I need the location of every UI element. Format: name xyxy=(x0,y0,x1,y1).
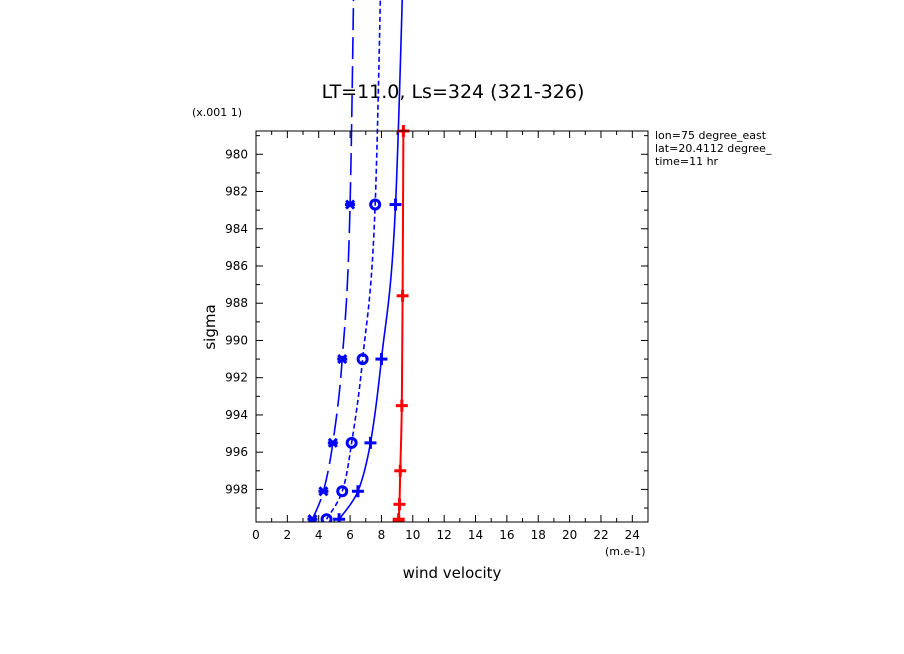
x-tick-label: 0 xyxy=(252,528,260,542)
y-tick-label: 990 xyxy=(225,333,248,347)
y-tick-label: 984 xyxy=(225,222,248,236)
series-line-1 xyxy=(311,0,355,520)
series-line-3 xyxy=(338,0,404,520)
data-point-marker xyxy=(333,513,346,522)
x-axis-label: wind velocity xyxy=(403,564,502,582)
y-tick-label: 980 xyxy=(225,147,248,161)
annotation-lat: lat=20.4112 degree_ xyxy=(655,142,772,155)
x-unit-label: (m.e-1) xyxy=(605,545,646,558)
x-tick-label: 24 xyxy=(625,528,640,542)
data-point-marker xyxy=(318,486,329,497)
y-tick-label: 986 xyxy=(225,259,248,273)
y-tick-label: 992 xyxy=(225,371,248,385)
y-tick-label: 994 xyxy=(225,408,248,422)
x-tick-label: 22 xyxy=(593,528,608,542)
data-point-marker xyxy=(337,354,348,365)
data-point-marker xyxy=(396,289,409,302)
series-line-4 xyxy=(397,130,405,522)
data-point-marker xyxy=(345,436,358,449)
x-tick-label: 18 xyxy=(531,528,546,542)
data-point-marker xyxy=(395,399,408,412)
annotation-lon: lon=75 degree_east xyxy=(655,129,767,142)
x-tick-label: 20 xyxy=(562,528,577,542)
x-tick-label: 2 xyxy=(284,528,292,542)
y-tick-label: 988 xyxy=(225,296,248,310)
y-axis-label: sigma xyxy=(201,304,219,349)
y-tick-label: 998 xyxy=(225,482,248,496)
data-point-marker xyxy=(393,498,406,511)
data-point-marker xyxy=(320,513,333,522)
plot-frame xyxy=(255,130,649,523)
x-tick-label: 10 xyxy=(405,528,420,542)
data-point-marker xyxy=(336,485,349,498)
data-point-marker xyxy=(364,436,377,449)
x-tick-label: 8 xyxy=(378,528,386,542)
data-point-marker xyxy=(392,513,405,522)
data-point-marker xyxy=(394,464,407,477)
x-tick-label: 14 xyxy=(468,528,483,542)
x-tick-label: 6 xyxy=(346,528,354,542)
y-tick-label: 996 xyxy=(225,445,248,459)
data-point-marker xyxy=(356,353,369,366)
data-point-marker xyxy=(345,199,356,210)
data-point-marker xyxy=(327,437,338,448)
y-unit-label: (x.001 1) xyxy=(192,106,242,119)
x-tick-label: 4 xyxy=(315,528,323,542)
y-tick-label: 982 xyxy=(225,185,248,199)
data-point-marker xyxy=(369,198,382,211)
data-point-marker xyxy=(375,353,388,366)
annotation-time: time=11 hr xyxy=(655,155,719,168)
data-point-marker xyxy=(351,485,364,498)
data-point-marker xyxy=(389,198,402,211)
chart-title: LT=11.0, Ls=324 (321-326) xyxy=(322,81,585,103)
x-tick-label: 16 xyxy=(499,528,514,542)
x-tick-label: 12 xyxy=(437,528,452,542)
